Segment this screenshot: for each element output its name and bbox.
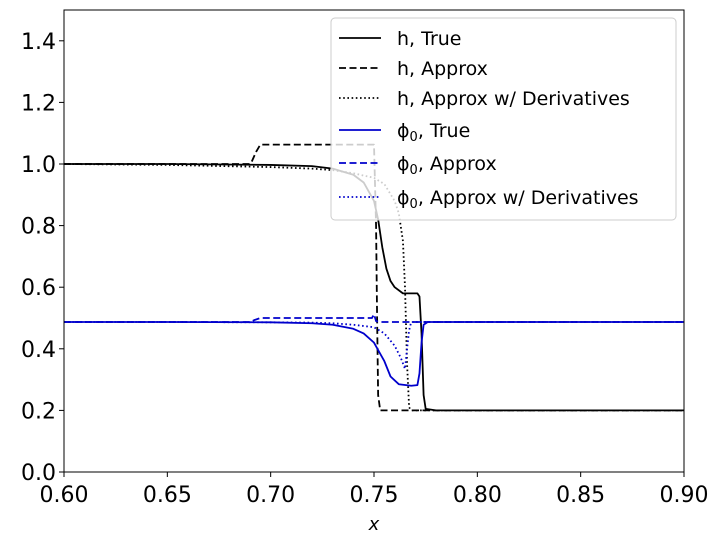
legend-label-1: h, Approx bbox=[397, 58, 488, 80]
legend-label-3: ϕ0, True bbox=[397, 120, 470, 145]
legend-frame bbox=[330, 17, 677, 221]
x-axis: 0.60 0.65 0.70 0.75 0.80 0.85 0.90 bbox=[40, 472, 709, 508]
legend-label-5: ϕ0, Approx w/ Derivatives bbox=[397, 187, 639, 212]
x-tick-label: 0.75 bbox=[350, 483, 399, 508]
x-tick-label: 0.85 bbox=[556, 483, 605, 508]
x-tick-label: 0.70 bbox=[246, 483, 295, 508]
legend-label-4: ϕ0, Approx bbox=[397, 153, 497, 178]
y-axis: 0.0 0.2 0.4 0.6 0.8 1.0 1.2 1.4 bbox=[21, 30, 64, 486]
legend-label-0: h, True bbox=[397, 28, 461, 50]
x-tick-label: 0.60 bbox=[40, 483, 89, 508]
series-line-2 bbox=[63, 163, 684, 412]
y-tick-label: 0.6 bbox=[21, 276, 56, 301]
y-tick-label: 1.0 bbox=[21, 153, 56, 178]
series-line-4 bbox=[64, 313, 684, 323]
legend-label-2: h, Approx w/ Derivatives bbox=[397, 88, 630, 110]
x-tick-label: 0.90 bbox=[660, 483, 709, 508]
series-line-0 bbox=[64, 163, 684, 412]
y-tick-label: 0.0 bbox=[21, 461, 56, 486]
x-tick-label: 0.80 bbox=[453, 483, 502, 508]
y-tick-label: 1.4 bbox=[21, 30, 56, 55]
y-tick-label: 0.4 bbox=[21, 338, 56, 363]
series-line-5 bbox=[64, 321, 684, 370]
y-tick-label: 1.2 bbox=[21, 91, 56, 116]
x-axis-label: x bbox=[368, 514, 380, 535]
y-tick-label: 0.8 bbox=[21, 215, 56, 240]
legend: h, True h, Approx h, Approx w/ Derivatives… bbox=[330, 17, 677, 221]
y-tick-label: 0.2 bbox=[21, 399, 56, 424]
x-tick-label: 0.65 bbox=[143, 483, 192, 508]
